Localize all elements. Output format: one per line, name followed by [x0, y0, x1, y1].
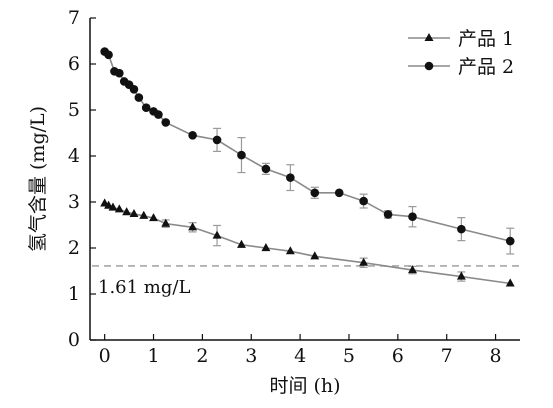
x-tick-label: 5 — [343, 345, 355, 367]
data-point — [310, 251, 320, 260]
data-point — [456, 271, 466, 280]
data-point — [359, 257, 369, 266]
data-point — [237, 150, 246, 160]
data-point — [237, 239, 246, 248]
x-axis-title: 时间 (h) — [269, 375, 340, 397]
series-group — [100, 47, 515, 287]
legend-label: 产品 2 — [458, 56, 514, 78]
data-point — [505, 278, 515, 287]
data-point — [188, 222, 198, 231]
y-axis-title: 氢气含量 (mg/L) — [27, 106, 49, 252]
data-point — [286, 173, 295, 182]
legend: 产品 1 产品 2 — [408, 28, 514, 78]
data-point — [408, 265, 417, 274]
data-point — [261, 243, 271, 252]
series-2 — [100, 47, 515, 255]
data-point — [212, 135, 222, 145]
data-point — [134, 93, 144, 102]
reference-line-label: 1.61 mg/L — [98, 277, 190, 298]
series-1 — [100, 198, 515, 287]
y-tick-label: 1 — [68, 283, 80, 305]
x-tick-label: 1 — [147, 345, 159, 367]
y-tick-label: 4 — [68, 145, 80, 167]
data-point — [154, 110, 163, 119]
y-tick-label: 6 — [68, 53, 80, 75]
y-tick-label: 3 — [68, 191, 80, 213]
data-point — [334, 188, 344, 198]
legend-marker — [424, 61, 434, 71]
data-point — [114, 204, 124, 213]
x-tick-label: 4 — [294, 345, 306, 367]
data-point — [129, 208, 139, 218]
data-point — [104, 50, 113, 60]
data-point — [285, 246, 295, 255]
data-point — [122, 207, 132, 216]
data-point — [139, 210, 149, 219]
x-tick-label: 6 — [392, 345, 404, 367]
data-point — [188, 131, 197, 140]
data-point — [505, 236, 515, 246]
y-tick-label: 0 — [68, 329, 80, 351]
y-tick-label: 7 — [68, 7, 80, 29]
y-tick-label: 5 — [68, 99, 80, 121]
data-point — [457, 224, 466, 234]
x-tick-label: 7 — [441, 345, 453, 367]
axes: 0 1 2 3 4 5 6 7 0 1 2 3 4 5 6 7 8 — [68, 7, 520, 367]
legend-item-2: 产品 2 — [408, 56, 514, 78]
data-point — [129, 85, 139, 94]
data-point — [115, 68, 124, 78]
series-line — [104, 50, 511, 242]
data-point — [359, 196, 368, 206]
data-point — [149, 213, 158, 222]
x-tick-label: 0 — [99, 345, 111, 367]
data-point — [408, 212, 417, 222]
data-point — [383, 210, 393, 219]
y-tick-label: 2 — [68, 237, 80, 259]
legend-marker — [424, 33, 434, 41]
x-tick-label: 8 — [490, 345, 502, 367]
x-tick-label: 3 — [245, 345, 257, 367]
legend-label: 产品 1 — [458, 28, 514, 50]
data-point — [161, 118, 171, 127]
legend-item-1: 产品 1 — [408, 28, 514, 50]
x-tick-label: 2 — [196, 345, 208, 367]
data-point — [141, 103, 151, 112]
data-point — [261, 164, 271, 174]
data-point — [108, 202, 118, 211]
series-line — [104, 202, 511, 285]
data-point — [161, 218, 171, 227]
data-point — [212, 230, 222, 239]
data-point — [310, 188, 320, 198]
